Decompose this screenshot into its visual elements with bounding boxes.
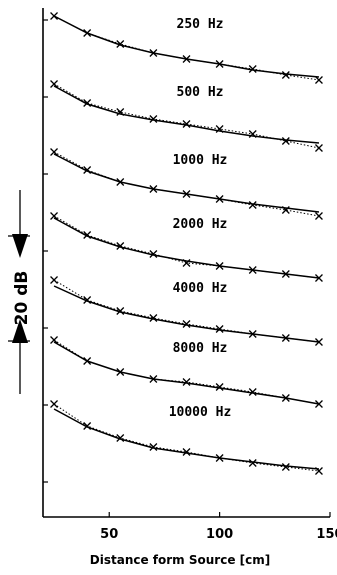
data-point-marker	[83, 166, 92, 174]
data-point-marker	[50, 148, 58, 156]
data-point-marker	[281, 206, 290, 214]
data-point-marker	[248, 65, 257, 73]
x-axis-title: Distance form Source [cm]	[90, 553, 270, 567]
data-point-marker	[182, 259, 191, 267]
data-point-marker	[116, 242, 125, 250]
series-label: 2000 Hz	[173, 217, 228, 232]
arrow-down-icon	[12, 234, 28, 258]
series-250-hz: 250 Hz	[50, 12, 323, 84]
measured-line	[53, 83, 320, 149]
data-point-marker	[83, 29, 92, 37]
data-point-marker	[83, 231, 92, 239]
data-point-marker	[149, 250, 158, 258]
fit-line	[53, 341, 320, 405]
series-10000-hz: 10000 Hz	[50, 400, 323, 475]
data-point-marker	[182, 55, 191, 63]
x-tick-marks: 50 100 150	[100, 512, 337, 542]
data-point-marker	[116, 178, 125, 186]
data-point-marker	[315, 144, 323, 152]
data-point-marker	[281, 270, 290, 278]
chart-axes	[42, 8, 330, 518]
data-point-marker	[50, 80, 58, 88]
data-point-marker	[281, 463, 290, 471]
data-point-marker	[116, 307, 125, 315]
data-point-marker	[149, 375, 158, 383]
data-point-marker	[248, 201, 257, 209]
data-point-marker	[50, 12, 58, 20]
fit-line	[53, 408, 320, 470]
data-point-marker	[315, 212, 323, 220]
data-point-marker	[83, 99, 92, 107]
data-point-marker	[215, 454, 224, 462]
series-4000-hz: 4000 Hz	[50, 276, 323, 346]
measured-line	[53, 403, 320, 472]
data-point-marker	[149, 49, 158, 57]
x-tick-label: 100	[206, 527, 233, 542]
data-point-marker	[50, 276, 58, 284]
x-tick-label: 50	[100, 527, 118, 542]
data-point-marker	[248, 388, 257, 396]
series-2000-hz: 2000 Hz	[50, 212, 323, 282]
series-label: 500 Hz	[177, 85, 224, 100]
data-point-marker	[116, 108, 125, 116]
data-point-marker	[315, 338, 323, 346]
data-point-marker	[149, 115, 158, 123]
data-point-marker	[281, 394, 290, 402]
scale-bar-label: 20 dB	[12, 271, 32, 326]
data-point-marker	[182, 448, 191, 456]
arrow-up-icon	[12, 319, 28, 343]
data-point-marker	[50, 400, 58, 408]
data-point-marker	[248, 266, 257, 274]
series-label: 8000 Hz	[173, 341, 228, 356]
data-point-marker	[149, 185, 158, 193]
data-point-marker	[182, 190, 191, 198]
data-point-marker	[182, 378, 191, 386]
data-point-marker	[50, 336, 58, 344]
data-point-marker	[315, 76, 323, 84]
series-layer: 250 Hz 500 Hz 1000 Hz 2000 Hz 4000 Hz 8000 Hz…	[50, 12, 323, 475]
data-point-marker	[248, 459, 257, 467]
data-point-marker	[116, 368, 125, 376]
data-point-marker	[182, 120, 191, 128]
fit-line	[53, 85, 320, 144]
data-point-marker	[149, 443, 158, 451]
data-point-marker	[215, 262, 224, 270]
data-point-marker	[83, 422, 92, 430]
series-500-hz: 500 Hz	[50, 80, 323, 152]
data-point-marker	[116, 434, 125, 442]
data-point-marker	[281, 137, 290, 145]
series-8000-hz: 8000 Hz	[50, 336, 323, 408]
data-point-marker	[215, 383, 224, 391]
data-point-marker	[215, 125, 224, 133]
data-point-marker	[281, 71, 290, 79]
data-point-marker	[83, 296, 92, 304]
fit-line	[53, 285, 320, 343]
x-tick-label: 150	[316, 527, 337, 542]
series-1000-hz: 1000 Hz	[50, 148, 323, 220]
data-point-marker	[315, 274, 323, 282]
data-point-marker	[116, 40, 125, 48]
data-point-marker	[215, 325, 224, 333]
data-point-marker	[248, 130, 257, 138]
data-point-marker	[315, 467, 323, 475]
series-label: 10000 Hz	[169, 405, 232, 420]
data-point-marker	[182, 320, 191, 328]
data-point-marker	[248, 330, 257, 338]
data-point-marker	[149, 314, 158, 322]
data-point-marker	[315, 400, 323, 408]
data-point-marker	[215, 195, 224, 203]
y-tick-marks	[43, 19, 48, 483]
data-point-marker	[215, 60, 224, 68]
data-point-marker	[281, 334, 290, 342]
fit-line	[53, 217, 320, 279]
series-label: 4000 Hz	[173, 281, 228, 296]
series-label: 1000 Hz	[173, 153, 228, 168]
twenty-db-scale-bar: 20 dB	[8, 190, 32, 394]
data-point-marker	[50, 212, 58, 220]
data-point-marker	[83, 357, 92, 365]
series-label: 250 Hz	[177, 17, 224, 32]
